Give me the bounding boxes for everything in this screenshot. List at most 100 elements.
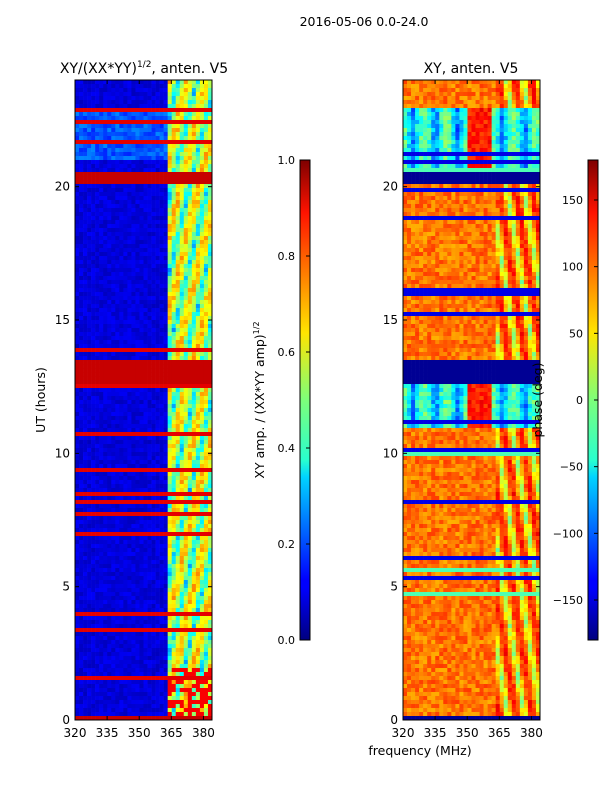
heatmap-cell	[167, 328, 173, 333]
heatmap-cell	[135, 448, 140, 453]
heatmap-cell	[187, 524, 193, 529]
heatmap-cell	[207, 200, 213, 205]
heatmap-cell	[147, 360, 152, 365]
heatmap-cell	[171, 604, 177, 609]
heatmap-cell	[159, 348, 164, 353]
heatmap-cell	[191, 448, 197, 453]
heatmap-cell	[91, 648, 96, 653]
heatmap-cell	[191, 616, 197, 621]
heatmap-cell	[199, 212, 205, 217]
heatmap-cell	[83, 236, 88, 241]
heatmap-cell	[167, 496, 173, 501]
heatmap-cell	[167, 152, 173, 157]
heatmap-cell	[187, 612, 193, 617]
heatmap-cell	[127, 184, 132, 189]
heatmap-cell	[159, 580, 164, 585]
heatmap-cell	[111, 604, 116, 609]
heatmap-cell	[183, 656, 189, 661]
heatmap-cell	[159, 208, 164, 213]
heatmap-cell	[151, 560, 156, 565]
heatmap-cell	[179, 304, 185, 309]
heatmap-cell	[155, 484, 160, 489]
heatmap-cell	[135, 632, 140, 637]
heatmap-cell	[183, 500, 189, 505]
heatmap-cell	[91, 616, 96, 621]
heatmap-cell	[119, 160, 124, 165]
heatmap-cell	[123, 336, 128, 341]
heatmap-cell	[83, 188, 88, 193]
heatmap-cell	[147, 336, 152, 341]
heatmap-cell	[135, 620, 140, 625]
heatmap-cell	[195, 632, 201, 637]
heatmap-cell	[111, 276, 116, 281]
heatmap-cell	[111, 260, 116, 265]
heatmap-cell	[139, 268, 144, 273]
heatmap-cell	[171, 236, 177, 241]
heatmap-cell	[167, 384, 173, 389]
heatmap-cell	[203, 632, 209, 637]
heatmap-cell	[99, 548, 104, 553]
heatmap-cell	[91, 380, 96, 385]
heatmap-cell	[95, 636, 100, 641]
heatmap-cell	[195, 200, 201, 205]
heatmap-cell	[195, 460, 201, 465]
heatmap-cell	[75, 608, 80, 613]
heatmap-cell	[207, 308, 213, 313]
heatmap-cell	[187, 552, 193, 557]
heatmap-cell	[119, 156, 124, 161]
heatmap-cell	[115, 656, 120, 661]
heatmap-cell	[179, 612, 185, 617]
heatmap-cell	[195, 516, 201, 521]
heatmap-cell	[99, 544, 104, 549]
heatmap-cell	[91, 560, 96, 565]
heatmap-cell	[167, 592, 173, 597]
heatmap-cell	[171, 260, 177, 265]
heatmap-cell	[87, 588, 92, 593]
heatmap-cell	[79, 564, 84, 569]
heatmap-cell	[139, 376, 144, 381]
heatmap-cell	[183, 608, 189, 613]
heatmap-cell	[135, 656, 140, 661]
heatmap-cell	[151, 512, 156, 517]
heatmap-cell	[175, 228, 181, 233]
heatmap-cell	[127, 648, 132, 653]
heatmap-cell	[171, 316, 177, 321]
heatmap-cell	[207, 476, 213, 481]
heatmap-cell	[115, 328, 120, 333]
heatmap-cell	[163, 640, 168, 645]
heatmap-cell	[187, 348, 193, 353]
heatmap-cell	[115, 432, 120, 437]
heatmap-cell	[191, 104, 197, 109]
heatmap-cell	[115, 536, 120, 541]
heatmap-cell	[207, 288, 213, 293]
heatmap-cell	[135, 296, 140, 301]
heatmap-cell	[183, 208, 189, 213]
heatmap-cell	[79, 180, 84, 185]
heatmap-cell	[91, 104, 96, 109]
heatmap-cell	[135, 144, 140, 149]
heatmap-cell	[151, 224, 156, 229]
heatmap-cell	[155, 420, 160, 425]
heatmap-cell	[143, 236, 148, 241]
heatmap-cell	[79, 108, 84, 113]
heatmap-cell	[75, 292, 80, 297]
heatmap-cell	[123, 192, 128, 197]
heatmap-cell	[159, 324, 164, 329]
heatmap-cell	[135, 380, 140, 385]
heatmap-cell	[147, 204, 152, 209]
heatmap-cell	[147, 564, 152, 569]
heatmap-cell	[75, 644, 80, 649]
heatmap-cell	[171, 496, 177, 501]
heatmap-cell	[203, 444, 209, 449]
heatmap-cell	[187, 600, 193, 605]
heatmap-cell	[119, 296, 124, 301]
heatmap-cell	[183, 348, 189, 353]
heatmap-cell	[151, 436, 156, 441]
heatmap-cell	[135, 512, 140, 517]
heatmap-cell	[175, 588, 181, 593]
heatmap-cell	[159, 192, 164, 197]
heatmap-cell	[147, 660, 152, 665]
heatmap-cell	[79, 120, 84, 125]
heatmap-cell	[123, 240, 128, 245]
heatmap-cell	[127, 416, 132, 421]
